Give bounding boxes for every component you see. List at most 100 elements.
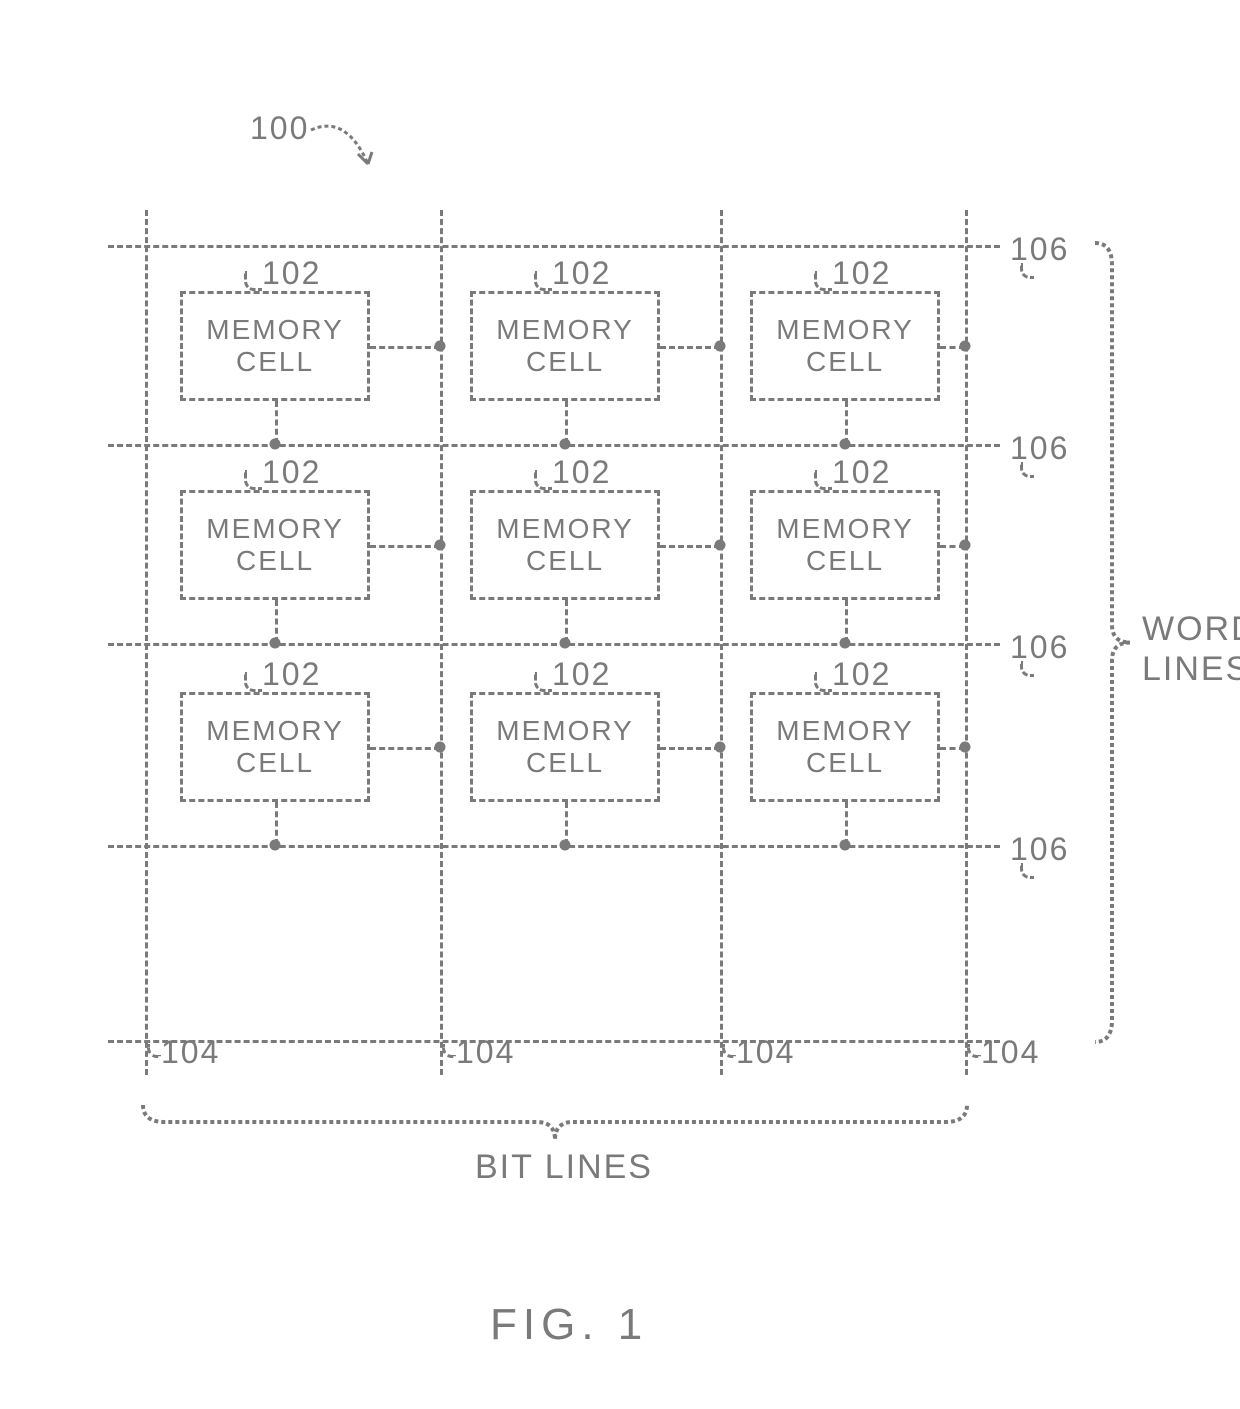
memory-cell: MEMORYCELL — [180, 490, 370, 600]
word-line — [108, 845, 1000, 848]
junction-dot — [435, 341, 446, 352]
memory-cell-label-line1: MEMORY — [496, 314, 634, 346]
leader-line — [534, 470, 552, 490]
figure-caption: FIG. 1 — [490, 1300, 648, 1350]
memory-cell-label-line1: MEMORY — [206, 513, 344, 545]
memory-cell: MEMORYCELL — [750, 490, 940, 600]
junction-dot — [960, 742, 971, 753]
leader-line — [1020, 661, 1034, 677]
word-line — [108, 245, 1000, 248]
leader-line — [967, 1044, 981, 1058]
junction-dot — [560, 439, 571, 450]
leader-line — [814, 271, 832, 291]
brace-right — [1090, 235, 1140, 1050]
junction-dot — [960, 341, 971, 352]
memory-cell-label-line1: MEMORY — [776, 513, 914, 545]
junction-dot — [715, 341, 726, 352]
arrow-icon — [306, 104, 426, 224]
memory-cell-ref: 102 — [832, 656, 891, 693]
junction-dot — [840, 840, 851, 851]
memory-cell: MEMORYCELL — [470, 692, 660, 802]
memory-cell-label-line1: MEMORY — [776, 715, 914, 747]
leader-line — [442, 1044, 456, 1058]
figure-ref: 100 — [250, 110, 309, 147]
junction-dot — [270, 439, 281, 450]
leader-line — [722, 1044, 736, 1058]
memory-cell-ref: 102 — [262, 255, 321, 292]
memory-cell: MEMORYCELL — [750, 692, 940, 802]
connector-stub — [370, 545, 440, 548]
junction-dot — [715, 742, 726, 753]
memory-cell: MEMORYCELL — [750, 291, 940, 401]
leader-line — [1020, 263, 1034, 279]
wordline-ref: 106 — [1010, 831, 1069, 868]
junction-dot — [840, 439, 851, 450]
word-line — [108, 1040, 1000, 1043]
connector-stub — [370, 747, 440, 750]
junction-dot — [560, 840, 571, 851]
memory-cell-label-line1: MEMORY — [206, 715, 344, 747]
memory-cell-ref: 102 — [552, 255, 611, 292]
memory-cell-label-line2: CELL — [236, 545, 314, 577]
leader-line — [814, 672, 832, 692]
memory-cell-label-line1: MEMORY — [496, 513, 634, 545]
bitline-ref: 104 — [736, 1034, 795, 1071]
junction-dot — [715, 540, 726, 551]
junction-dot — [270, 840, 281, 851]
memory-cell-ref: 102 — [262, 454, 321, 491]
memory-cell-label-line1: MEMORY — [206, 314, 344, 346]
wordline-ref: 106 — [1010, 430, 1069, 467]
leader-line — [1020, 863, 1034, 879]
junction-dot — [560, 638, 571, 649]
memory-cell-ref: 102 — [832, 255, 891, 292]
junction-dot — [435, 742, 446, 753]
memory-cell-ref: 102 — [552, 454, 611, 491]
memory-cell-ref: 102 — [262, 656, 321, 693]
memory-cell-label-line2: CELL — [806, 545, 884, 577]
memory-cell: MEMORYCELL — [180, 291, 370, 401]
bitline-ref: 104 — [161, 1034, 220, 1071]
memory-cell-label-line2: CELL — [526, 545, 604, 577]
memory-cell-label-line1: MEMORY — [496, 715, 634, 747]
memory-cell-label-line2: CELL — [526, 346, 604, 378]
leader-line — [244, 470, 262, 490]
memory-cell-label-line2: CELL — [806, 346, 884, 378]
bit-line — [145, 210, 148, 1075]
leader-line — [1020, 462, 1034, 478]
leader-line — [534, 271, 552, 291]
memory-cell: MEMORYCELL — [470, 490, 660, 600]
connector-stub — [660, 346, 720, 349]
memory-cell-ref: 102 — [552, 656, 611, 693]
junction-dot — [270, 638, 281, 649]
wordlines-caption-line1: WORD — [1142, 609, 1240, 650]
bitline-ref: 104 — [456, 1034, 515, 1071]
memory-cell-label-line2: CELL — [236, 346, 314, 378]
wordlines-caption: WORDLINES — [1142, 609, 1240, 691]
leader-line — [147, 1044, 161, 1058]
wordline-ref: 106 — [1010, 629, 1069, 666]
memory-cell: MEMORYCELL — [470, 291, 660, 401]
bitline-ref: 104 — [981, 1034, 1040, 1071]
leader-line — [244, 672, 262, 692]
leader-line — [814, 470, 832, 490]
memory-cell-label-line2: CELL — [806, 747, 884, 779]
brace-bottom — [135, 1100, 975, 1150]
connector-stub — [660, 747, 720, 750]
memory-cell-label-line2: CELL — [526, 747, 604, 779]
memory-cell-label-line2: CELL — [236, 747, 314, 779]
memory-cell-ref: 102 — [832, 454, 891, 491]
bitlines-caption: BIT LINES — [475, 1148, 653, 1187]
connector-stub — [660, 545, 720, 548]
memory-cell-label-line1: MEMORY — [776, 314, 914, 346]
connector-stub — [370, 346, 440, 349]
leader-line — [244, 271, 262, 291]
junction-dot — [435, 540, 446, 551]
junction-dot — [840, 638, 851, 649]
wordline-ref: 106 — [1010, 231, 1069, 268]
junction-dot — [960, 540, 971, 551]
leader-line — [534, 672, 552, 692]
memory-cell: MEMORYCELL — [180, 692, 370, 802]
word-line — [108, 444, 1000, 447]
wordlines-caption-line2: LINES — [1142, 649, 1240, 690]
word-line — [108, 643, 1000, 646]
